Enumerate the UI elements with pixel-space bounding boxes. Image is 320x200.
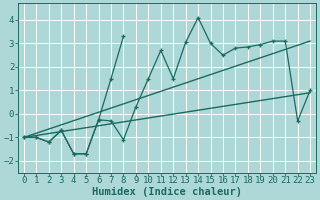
X-axis label: Humidex (Indice chaleur): Humidex (Indice chaleur) (92, 186, 242, 197)
